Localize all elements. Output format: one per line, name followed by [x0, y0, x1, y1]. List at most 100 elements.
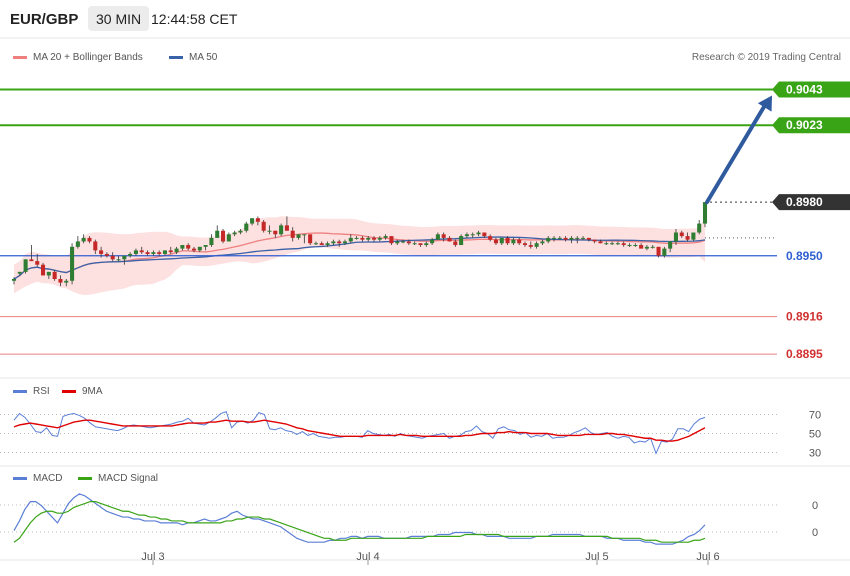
candle-body — [226, 234, 231, 242]
candle — [656, 246, 661, 258]
candle-body — [139, 250, 144, 253]
legend-ma20-label: MA 20 + Bollinger Bands — [33, 52, 143, 63]
symbol-label: EUR/GBP — [10, 10, 79, 28]
candle — [563, 236, 568, 242]
candle-body — [122, 255, 127, 260]
candle-body — [511, 239, 516, 244]
candle-body — [221, 230, 226, 242]
candle-body — [209, 237, 214, 246]
candle — [464, 232, 469, 238]
candle-body — [662, 248, 667, 256]
candle — [633, 243, 638, 247]
level-tag-0.9043: 0.9043 — [772, 81, 850, 98]
candle — [511, 237, 516, 246]
candle — [133, 248, 138, 256]
candle — [186, 243, 191, 251]
candle-body — [99, 250, 104, 254]
candle-body — [331, 241, 336, 244]
candle — [453, 239, 458, 247]
legend-ma20: MA 20 + Bollinger Bands — [13, 52, 143, 63]
candle-body — [116, 259, 121, 261]
candle — [592, 239, 597, 244]
candle — [557, 236, 562, 240]
interval-selector[interactable]: 30 MIN — [88, 6, 150, 31]
candle — [621, 241, 626, 247]
level-value-0.8980: 0.8980 — [786, 195, 823, 209]
candle — [232, 230, 237, 237]
ma50-line — [13, 236, 706, 280]
level-tag-bg-0.9023 — [772, 117, 850, 134]
candle — [75, 236, 80, 249]
candle-body — [639, 245, 644, 249]
candle — [35, 253, 40, 267]
candle-body — [58, 279, 63, 283]
rsi-series-line — [13, 419, 706, 442]
legend-macd-signal: MACD Signal — [78, 473, 158, 484]
candle-body — [470, 234, 475, 236]
candle-body — [145, 252, 150, 254]
candle-body — [162, 250, 168, 254]
candle-body — [424, 243, 429, 246]
candle — [250, 218, 255, 226]
legend-macd-signal-swatch — [78, 477, 92, 480]
candle-body — [586, 237, 591, 240]
candle-body — [168, 250, 173, 253]
candle-body — [261, 221, 266, 231]
candle — [331, 239, 336, 246]
candle-body — [447, 237, 452, 242]
candle-body — [17, 271, 22, 274]
candle — [505, 236, 510, 246]
level-tag-bg-0.9043 — [772, 81, 850, 98]
candle-body — [435, 234, 440, 240]
candle — [639, 243, 644, 249]
legend-rsi-swatch — [13, 390, 27, 393]
candle — [162, 250, 168, 256]
candle — [459, 234, 464, 246]
candle-body — [412, 243, 417, 245]
candle-body — [157, 252, 162, 254]
candle-body — [389, 236, 394, 244]
candle — [447, 236, 452, 242]
candle-body — [337, 241, 342, 244]
candle — [70, 243, 75, 285]
candle-body — [348, 237, 353, 242]
candle-body — [308, 234, 313, 244]
candle-body — [540, 241, 545, 244]
candle — [424, 241, 429, 247]
candle — [209, 234, 214, 247]
candle-body — [128, 253, 133, 256]
candle-body — [668, 241, 673, 249]
candle — [64, 279, 69, 287]
candle-body — [610, 243, 615, 245]
candle — [615, 241, 620, 246]
candle — [308, 234, 313, 246]
candle-body — [679, 232, 684, 237]
candle — [389, 236, 394, 246]
candle-body — [546, 237, 551, 242]
candle — [261, 220, 266, 233]
candle — [87, 236, 92, 244]
candle — [279, 223, 284, 237]
candle — [203, 245, 208, 251]
candle-body — [691, 232, 696, 240]
legend-macd-swatch — [13, 477, 27, 480]
candle — [290, 227, 295, 242]
level-value-0.9023: 0.9023 — [786, 118, 823, 132]
forecast-arrow-shaft — [705, 101, 768, 205]
candle — [81, 234, 86, 244]
candle-body — [656, 246, 661, 256]
legend-rsi-label: RSI — [33, 386, 50, 397]
candle-body — [406, 241, 411, 244]
candle — [650, 245, 655, 249]
candle — [348, 234, 353, 244]
candle-body — [650, 246, 655, 248]
candle-body — [488, 236, 493, 240]
candle-body — [592, 239, 597, 242]
candle — [342, 239, 348, 246]
candle-body — [325, 243, 330, 246]
candle-body — [319, 243, 324, 246]
candle-body — [203, 245, 208, 247]
candle — [627, 243, 632, 247]
candle-body — [528, 245, 533, 247]
